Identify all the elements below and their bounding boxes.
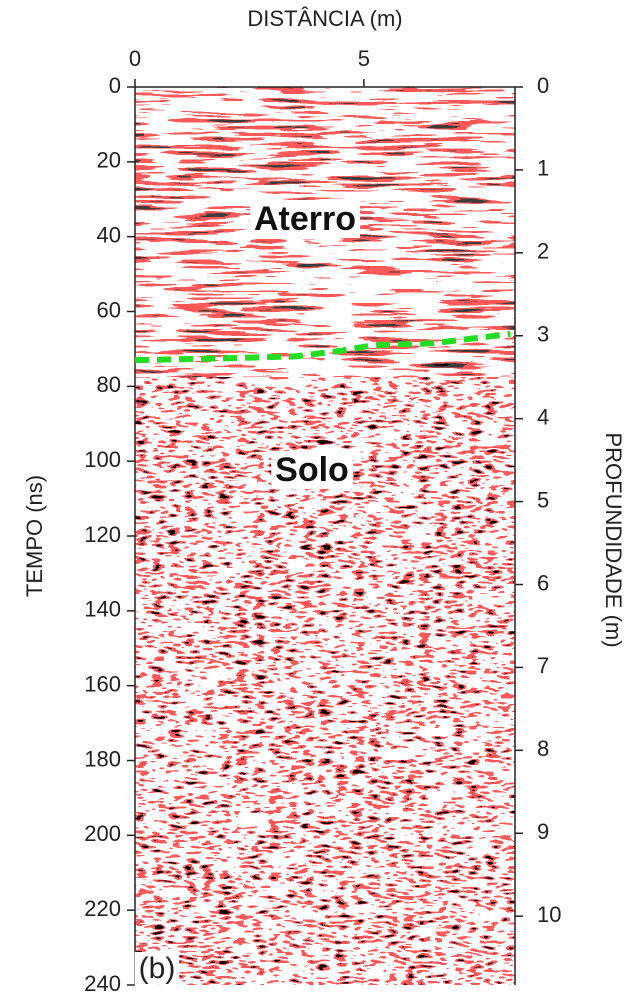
y-tick-label: 240 [84, 971, 121, 996]
y-tick-label: 0 [109, 73, 121, 98]
y-tick-label: 160 [84, 671, 121, 696]
y2-tick-label: 6 [537, 570, 549, 595]
annotation: (b) [139, 952, 176, 985]
interface-line [134, 330, 511, 364]
y2-tick-label: 0 [537, 73, 549, 98]
y-tick-label: 180 [84, 746, 121, 771]
y-tick-label: 100 [84, 447, 121, 472]
y-tick-label: 80 [97, 372, 121, 397]
y-tick-label: 220 [84, 896, 121, 921]
y2-tick-label: 5 [537, 487, 549, 512]
x-tick-label: 5 [358, 46, 370, 71]
y-tick-label: 60 [97, 297, 121, 322]
y2-tick-label: 8 [537, 736, 549, 761]
y2-tick-label: 7 [537, 653, 549, 678]
y-axis-title: TEMPO (ns) [22, 475, 47, 597]
y2-tick-label: 10 [537, 902, 561, 927]
annotation: Aterro [254, 200, 356, 238]
annotation-bg [249, 199, 361, 238]
y2-tick-label: 1 [537, 156, 549, 181]
annotation: Solo [275, 451, 349, 489]
y2-tick-label: 3 [537, 322, 549, 347]
annotation-bg [271, 450, 353, 489]
y2-tick-label: 4 [537, 404, 549, 429]
y-tick-label: 120 [84, 522, 121, 547]
annotation-bg [134, 951, 180, 985]
y-tick-label: 140 [84, 597, 121, 622]
y2-axis-title: PROFUNDIDADE (m) [601, 432, 626, 647]
y-tick-label: 200 [84, 821, 121, 846]
x-tick-label: 0 [129, 46, 141, 71]
x-axis-title: DISTÂNCIA (m) [247, 6, 402, 31]
y-tick-label: 40 [97, 222, 121, 247]
y2-tick-label: 2 [537, 239, 549, 264]
y-tick-label: 20 [97, 148, 121, 173]
y2-tick-label: 9 [537, 819, 549, 844]
